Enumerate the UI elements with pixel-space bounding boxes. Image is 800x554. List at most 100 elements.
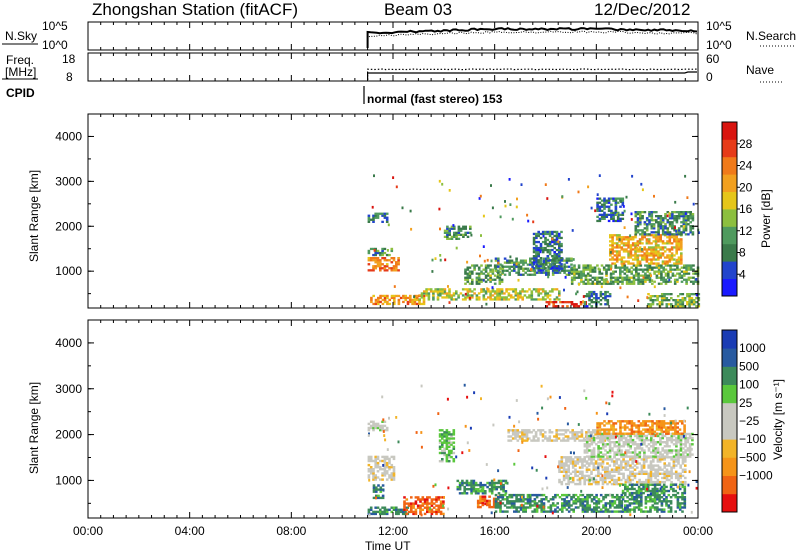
cell-region-10 (641, 256, 644, 259)
cell-region-4 (544, 290, 547, 293)
cell-region-11 (676, 502, 680, 505)
cell-region-5 (489, 270, 492, 273)
cell-region-11 (689, 227, 692, 230)
cell-region-8 (567, 474, 570, 478)
cell-region-12 (651, 303, 655, 306)
cell-region-11 (669, 510, 673, 513)
cell-region-8 (684, 458, 687, 461)
cell-region-6 (517, 273, 521, 276)
cell-region-8 (652, 464, 655, 467)
cell-region-8 (626, 476, 630, 480)
cell-region-6 (513, 269, 516, 272)
cell-region-8 (560, 462, 564, 465)
cell-region-11 (650, 211, 654, 214)
scatter-echo (386, 249, 389, 252)
cell-region-9 (650, 436, 653, 440)
cell-region-10 (634, 252, 637, 255)
cell-region-11 (684, 217, 688, 220)
cell-region-9 (584, 274, 588, 277)
cell-region-15 (598, 201, 602, 204)
cell-region-5 (487, 274, 490, 277)
cell-region-0 (367, 214, 371, 217)
scatter-echo (546, 486, 549, 490)
cell-region-15 (607, 213, 611, 216)
cell-region-4 (530, 292, 534, 295)
cell-region-12 (697, 299, 701, 302)
cell-region-6 (556, 510, 559, 513)
cell-region-4 (493, 488, 496, 491)
cell-region-9 (631, 438, 635, 442)
cell-region-15 (600, 215, 604, 218)
cell-region-9 (673, 274, 677, 277)
cell-region-0 (367, 216, 371, 219)
cell-region-4 (497, 479, 501, 483)
cell-region-9 (653, 272, 656, 275)
cell-region-11 (624, 508, 627, 511)
cell-region-1 (374, 466, 377, 469)
cell-region-6 (529, 259, 532, 262)
cell-region-6 (547, 267, 550, 270)
cell-region-6 (499, 506, 502, 509)
cell-region-9 (582, 274, 585, 277)
cell-region-8 (560, 456, 564, 459)
scatter-echo (684, 174, 687, 178)
cell-region-9 (586, 278, 590, 281)
cell-region-6 (586, 504, 589, 507)
cell-region-2 (395, 265, 398, 268)
cell-region-10 (641, 238, 644, 241)
cell-region-9 (686, 455, 690, 458)
cell-region-10 (618, 236, 621, 239)
cell-region-3 (430, 498, 434, 501)
cell-region-8 (574, 460, 577, 463)
cell-region-10 (621, 426, 625, 429)
cell-region-9 (652, 451, 655, 454)
cell-region-6 (561, 269, 564, 272)
cell-region-10 (639, 424, 643, 427)
cell-region-12 (688, 293, 691, 296)
cell-region-10 (650, 262, 653, 265)
power-ylabel: Slant Range [km] (27, 170, 41, 262)
cell-region-9 (609, 280, 613, 283)
cell-region-4 (489, 290, 492, 293)
cell-region-9 (614, 278, 617, 281)
station-title: Zhongshan Station (fitACF) (92, 0, 298, 19)
cell-region-4 (423, 292, 426, 295)
cell-region-8 (633, 476, 637, 480)
cell-region-13 (445, 433, 449, 436)
cell-region-8 (624, 466, 628, 469)
cell-region-4 (463, 490, 466, 493)
cell-region-11 (660, 485, 664, 489)
cell-region-6 (609, 506, 612, 509)
cell-region-9 (585, 445, 589, 448)
cell-region-0 (385, 218, 389, 221)
cell-region-10 (648, 420, 652, 423)
cell-region-9 (687, 276, 691, 279)
cell-region-10 (654, 262, 658, 265)
cell-region-2 (383, 506, 387, 509)
cell-region-7 (551, 259, 554, 262)
cell-region-4 (465, 483, 469, 487)
cell-region-7 (596, 429, 600, 432)
cell-region-6 (499, 504, 502, 507)
velocity-colorbar-segment (722, 366, 737, 385)
cell-region-10 (659, 252, 662, 255)
cell-region-10 (614, 428, 618, 431)
cell-region-10 (630, 422, 634, 425)
cell-region-1 (388, 466, 391, 469)
scatter-echo (637, 299, 640, 302)
cell-region-14 (457, 225, 461, 228)
cell-region-11 (680, 221, 683, 224)
cell-region-11 (676, 506, 680, 509)
cell-region-10 (609, 258, 612, 261)
cell-region-8 (610, 474, 614, 478)
cell-region-4 (436, 292, 440, 295)
cell-region-11 (635, 502, 639, 505)
cell-region-6 (572, 493, 575, 497)
scatter-echo (607, 467, 609, 470)
cell-region-1 (367, 463, 371, 467)
cell-region-10 (663, 262, 667, 265)
cell-region-5 (500, 278, 504, 281)
cell-region-9 (608, 455, 612, 458)
cell-region-12 (697, 293, 701, 296)
cell-region-9 (630, 280, 633, 283)
